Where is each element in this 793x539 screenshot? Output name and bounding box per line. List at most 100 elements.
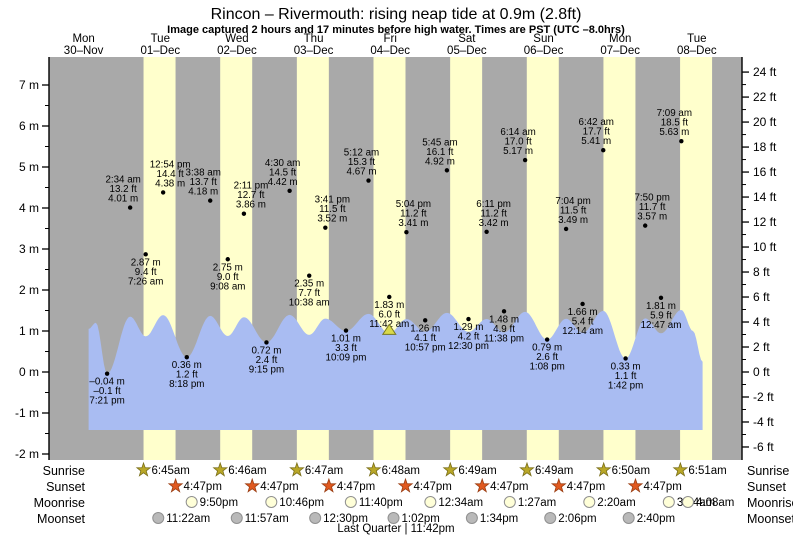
low-tide-label: –0.1 ft (93, 386, 121, 397)
day-label-date: 03–Dec (294, 45, 334, 57)
sunrise-row-label-left: Sunrise (43, 464, 85, 478)
high-tide-dot (404, 229, 409, 235)
high-tide-label: 11.5 ft (319, 204, 346, 215)
right-axis-tick-label: -6 ft (753, 440, 774, 454)
left-axis-tick-label: 5 m (19, 160, 39, 174)
moonset-row-label-right: Moonset (747, 512, 793, 526)
moonrise-time: 9:50pm (200, 497, 238, 509)
chart-subtitle: Image captured 2 hours and 17 minutes be… (167, 24, 625, 36)
low-tide-label: 4.9 ft (493, 324, 515, 335)
low-tide-label: 12:14 am (562, 326, 603, 337)
high-tide-label: 11.7 ft (639, 202, 666, 213)
moonset-circle-icon (622, 512, 635, 524)
sunset-time: 4:47pm (337, 481, 375, 493)
high-tide-label: 15.3 ft (348, 157, 376, 168)
low-tide-dot (387, 294, 392, 300)
moonset-circle-icon (465, 512, 478, 524)
sunset-star-icon (627, 477, 644, 493)
low-tide-label: 4.2 ft (458, 332, 480, 343)
moonrise-time: 1:27am (518, 497, 556, 509)
right-axis-tick-label: 4 ft (753, 315, 770, 329)
moonrise-circle-icon (344, 496, 357, 508)
high-tide-label: 3.57 m (637, 212, 667, 223)
sunset-time: 4:47pm (184, 481, 222, 493)
moonset-circle-icon (230, 512, 243, 524)
low-tide-dot (104, 371, 110, 376)
high-tide-label: 12:54 pm (150, 159, 191, 170)
low-tide-label: 5.9 ft (650, 310, 672, 321)
low-tide-label: 11:38 pm (484, 333, 524, 344)
day-label-date: 05–Dec (447, 45, 487, 57)
moonset-circle-icon (309, 512, 322, 524)
day-label-date: 30–Nov (64, 45, 104, 57)
day-label-date: 01–Dec (140, 45, 180, 57)
moonrise-time: 10:46pm (279, 497, 324, 509)
day-label-dow: Sun (533, 33, 553, 45)
sunset-star-icon (550, 477, 567, 493)
high-tide-dot (160, 190, 166, 195)
sunrise-time: 6:50am (612, 465, 650, 477)
sunrise-star-icon (135, 461, 152, 477)
high-tide-label: 4.92 m (425, 156, 455, 167)
day-label-dow: Fri (384, 33, 397, 45)
moonrise-row-label-right: Moonrise (747, 496, 793, 510)
sunrise-star-icon (672, 461, 689, 477)
high-tide-label: 3:41 pm (315, 195, 350, 206)
low-tide-dot (264, 340, 269, 345)
right-axis-tick-label: 12 ft (753, 215, 777, 229)
right-axis-tick-label: 14 ft (753, 190, 777, 204)
low-tide-label: 3.3 ft (335, 343, 357, 354)
chart-title: Rincon – Rivermouth: rising neap tide at… (211, 6, 582, 23)
low-tide-label: 1.26 m (410, 323, 440, 334)
sunset-star-icon (167, 477, 184, 493)
moonrise-circle-icon (682, 496, 694, 508)
low-tide-dot (544, 337, 550, 342)
high-tide-dot (444, 168, 450, 173)
moonset-time: 11:57am (245, 513, 289, 525)
right-axis-tick-label: 20 ft (753, 115, 777, 129)
high-tide-label: 5:45 am (422, 137, 457, 148)
low-tide-dot (184, 355, 189, 360)
left-axis-tick-label: 6 m (19, 119, 39, 133)
moonset-circle-icon (387, 512, 400, 524)
moonrise-circle-icon (424, 496, 437, 508)
low-tide-dot (225, 257, 230, 262)
high-tide-dot (323, 225, 328, 230)
low-tide-label: 8:18 pm (169, 379, 204, 390)
sunrise-star-icon (212, 461, 229, 477)
low-tide-dot (623, 356, 628, 361)
low-tide-label: 4.1 ft (414, 333, 436, 344)
low-tide-label: 2.87 m (131, 257, 161, 268)
high-tide-label: 4.01 m (108, 194, 138, 205)
high-tide-label: 2:11 pm (234, 181, 269, 192)
moon-phase-note: Last Quarter | 11:42pm (337, 523, 454, 535)
sunrise-time: 6:49am (535, 465, 573, 477)
high-tide-dot (642, 223, 648, 228)
moonrise-time: 2:20am (597, 497, 635, 509)
day-label-dow: Thu (304, 33, 324, 45)
low-tide-label: 0.36 m (172, 360, 202, 371)
moonset-time: 2:06pm (558, 513, 596, 525)
day-label-date: 08–Dec (677, 45, 717, 57)
high-tide-label: 17.0 ft (504, 137, 532, 148)
high-tide-label: 5:04 pm (396, 199, 431, 210)
moonset-time: 2:40pm (637, 513, 675, 525)
sunset-star-icon (244, 477, 261, 493)
low-tide-label: 9:15 pm (249, 364, 284, 375)
low-tide-dot (580, 301, 585, 307)
sunrise-time: 6:47am (305, 465, 343, 477)
right-axis-tick-label: -4 ft (753, 415, 774, 429)
sunset-time: 4:47pm (490, 481, 528, 493)
moonset-circle-icon (152, 512, 165, 524)
sunset-star-icon (474, 477, 490, 493)
low-tide-label: 9.4 ft (135, 267, 157, 278)
sunset-row-label-right: Sunset (747, 480, 786, 494)
sunrise-time: 6:51am (688, 465, 726, 477)
low-tide-dot (423, 318, 428, 323)
high-tide-label: 7:04 pm (555, 196, 590, 207)
day-labels: Mon30–NovTue01–DecWed02–DecThu03–DecFri0… (64, 33, 717, 57)
low-tide-label: 2.75 m (213, 262, 243, 273)
left-axis-tick-label: -1 m (15, 406, 39, 420)
